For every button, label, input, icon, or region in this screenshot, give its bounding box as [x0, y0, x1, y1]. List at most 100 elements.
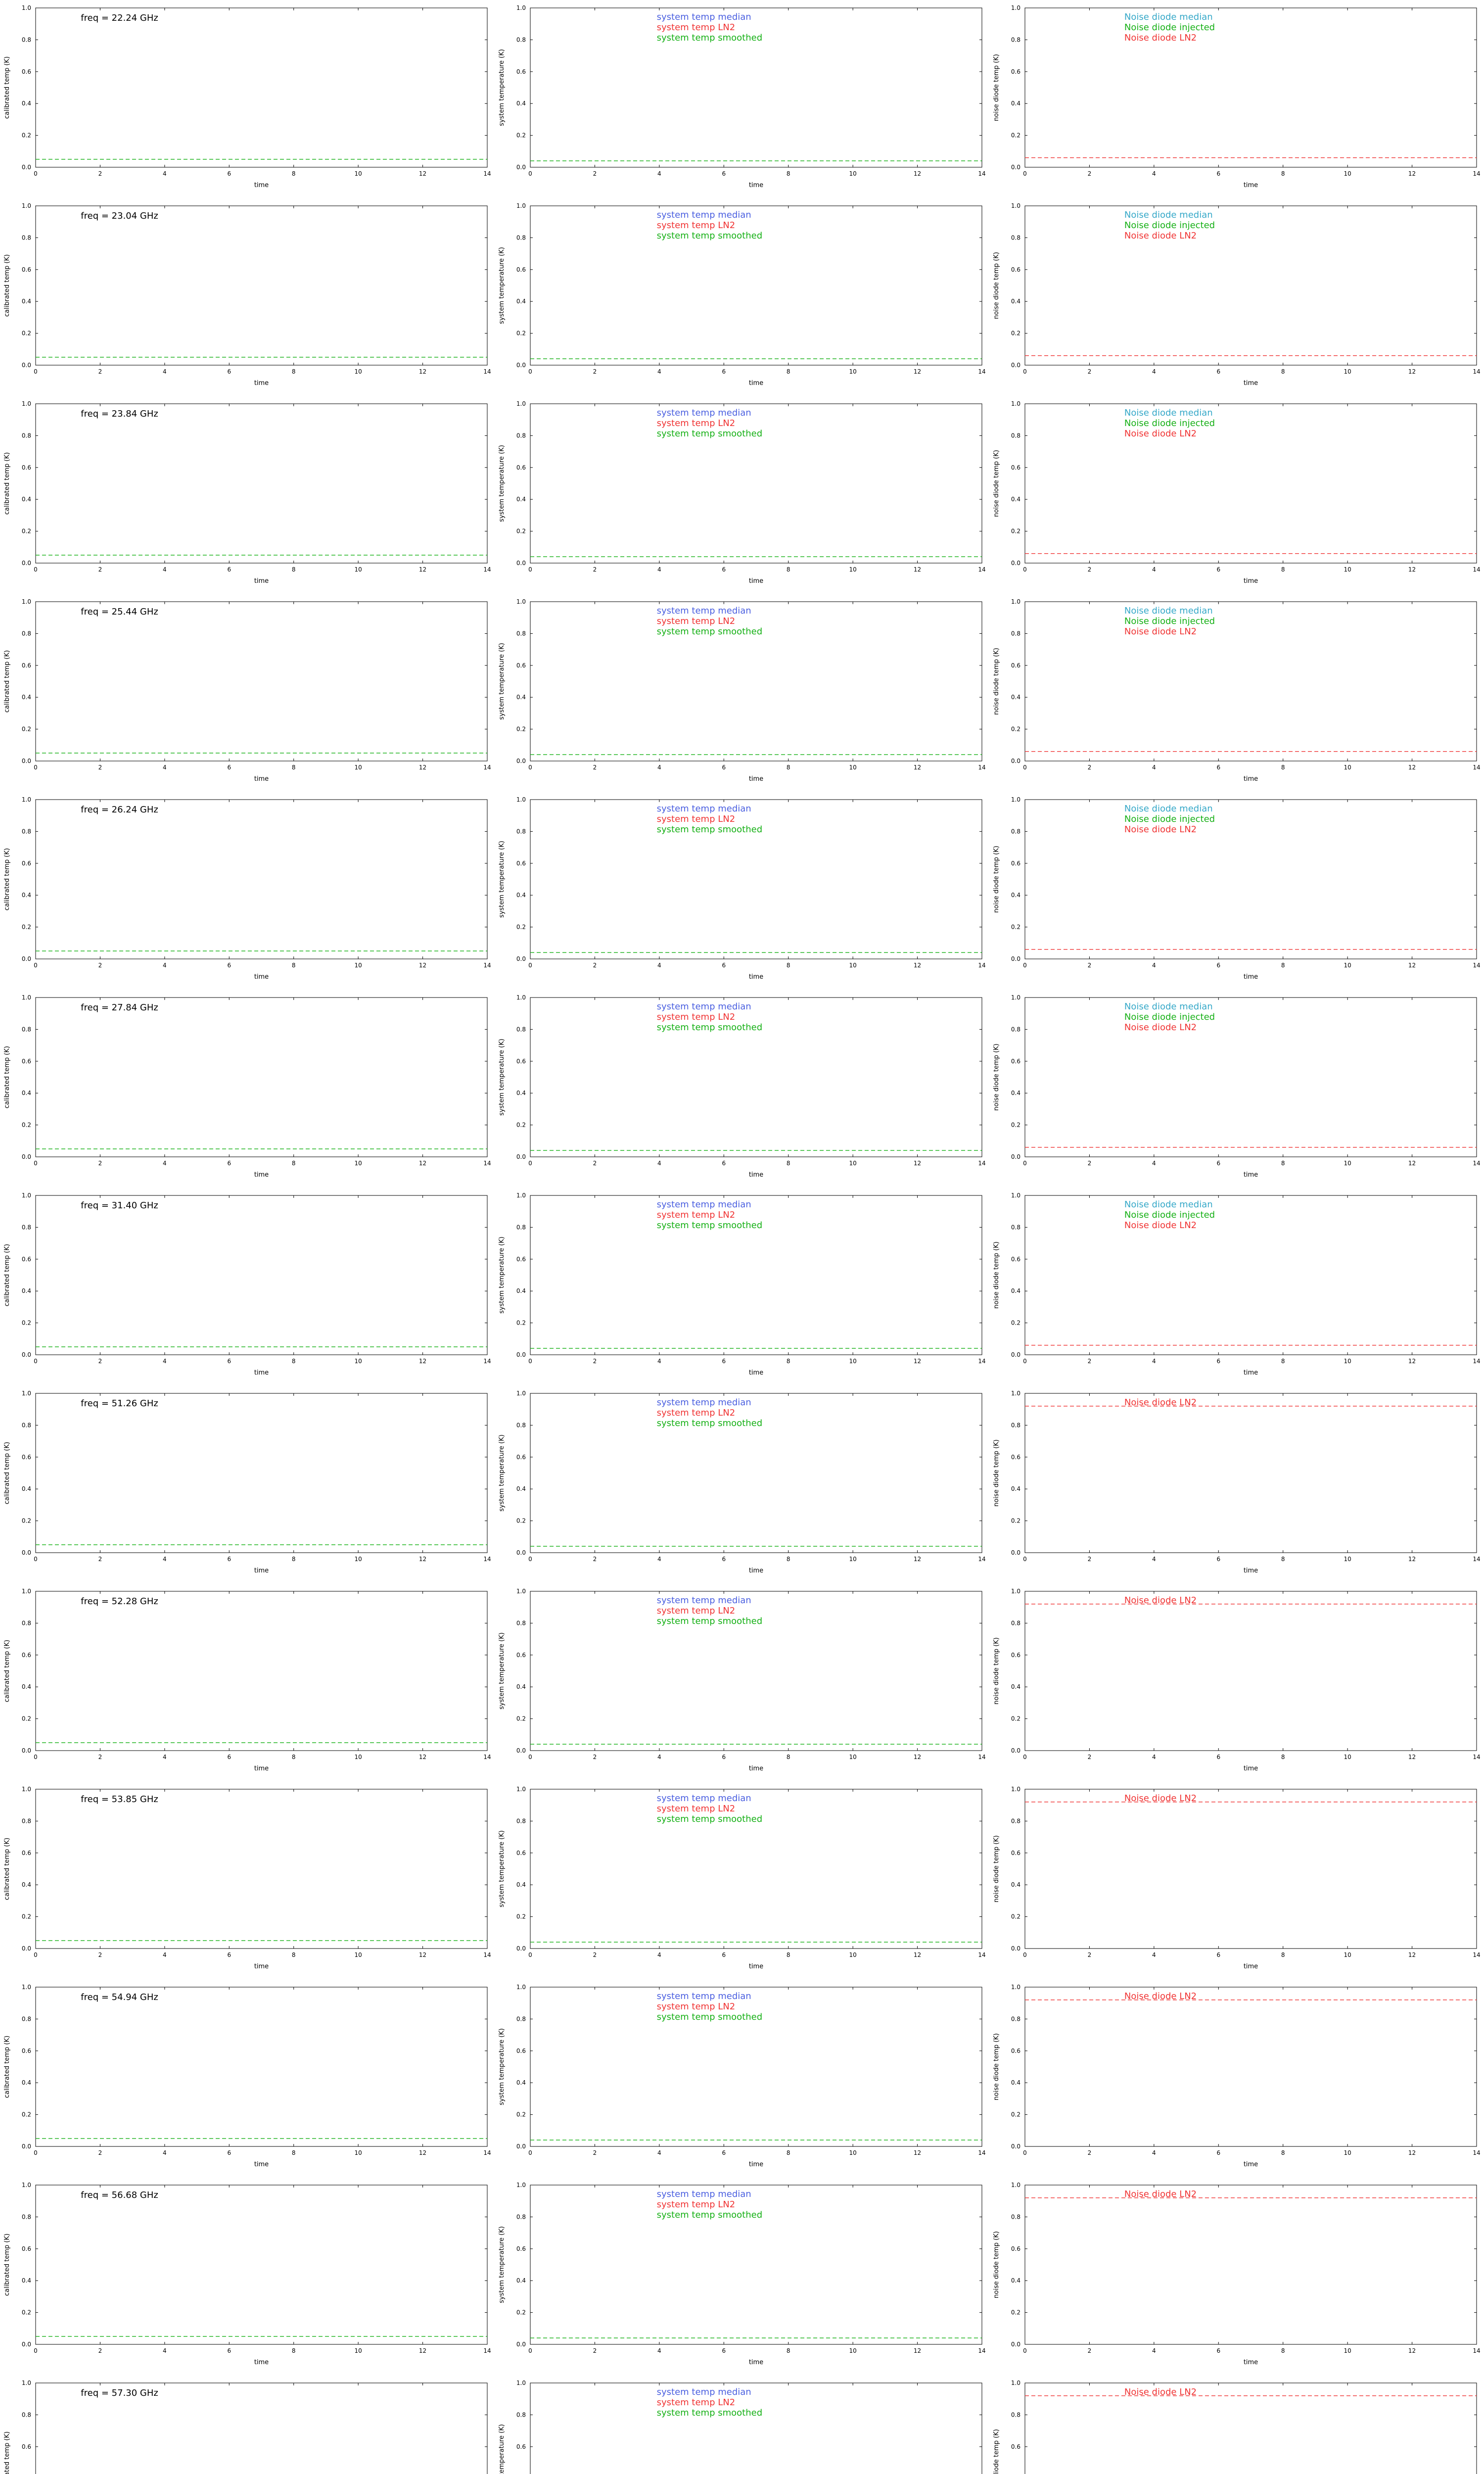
freq-label: freq = 53.85 GHz [81, 1794, 158, 1805]
y-axis-label: system temperature (K) [498, 445, 506, 522]
x-tick-label: 2 [593, 764, 597, 771]
x-tick-label: 12 [914, 566, 921, 573]
panel-noise-diode: 0 2 4 6 8 10 12 14 0.0 0.2 0.4 0.6 0.8 1.0 time noise d… [993, 994, 1481, 1179]
x-tick-label: 0 [1023, 764, 1027, 771]
x-tick-label: 0 [34, 170, 38, 177]
plot-frame [35, 1987, 488, 2147]
x-tick-label: 4 [657, 1358, 661, 1365]
x-tick-label: 0 [528, 566, 532, 573]
legend-entry: system temp median [657, 2189, 751, 2199]
plot-frame [530, 1789, 982, 1949]
panel-calibrated-temp: 0 2 4 6 8 10 12 14 0.0 0.2 0.4 0.6 0.8 1.0 time calibra… [3, 1390, 491, 1574]
y-tick-label: 0.0 [1011, 164, 1020, 171]
y-tick-label: 0.6 [516, 1850, 526, 1856]
x-tick-label: 12 [914, 1160, 921, 1167]
x-tick-label: 8 [1281, 1754, 1285, 1760]
x-tick-label: 8 [1281, 170, 1285, 177]
x-tick-label: 4 [163, 2347, 167, 2354]
freq-label: freq = 52.28 GHz [81, 1596, 158, 1607]
y-tick-label: 0.6 [516, 1652, 526, 1659]
y-tick-label: 0.8 [1011, 630, 1020, 637]
y-tick-label: 0.6 [1011, 1454, 1020, 1461]
x-axis-label: time [1244, 577, 1258, 585]
y-tick-label: 0.8 [516, 1817, 526, 1824]
x-tick-label: 10 [355, 2347, 362, 2354]
legend-entry: Noise diode LN2 [1124, 1022, 1197, 1033]
legend-entry: system temp median [657, 210, 751, 220]
plot-frame [35, 205, 488, 366]
x-axis-label: time [749, 182, 763, 189]
legend-entry: system temp LN2 [657, 1804, 736, 1814]
legend-entry: Noise diode LN2 [1124, 824, 1197, 835]
legend-entry: Noise diode median [1124, 606, 1213, 616]
y-tick-label: 0.2 [22, 528, 31, 535]
legend-entry: system temp smoothed [657, 824, 763, 835]
legend-entry: Noise diode LN2 [1124, 231, 1197, 241]
x-axis-label: time [254, 1369, 269, 1377]
x-tick-label: 8 [787, 1754, 790, 1760]
y-tick-label: 0.6 [22, 860, 31, 867]
x-tick-label: 14 [1473, 170, 1480, 177]
x-tick-label: 2 [1088, 1951, 1092, 1958]
y-tick-label: 0.4 [22, 1287, 31, 1294]
y-tick-label: 1.0 [22, 2379, 31, 2386]
x-tick-label: 0 [1023, 1556, 1027, 1563]
y-tick-label: 0.0 [516, 362, 526, 369]
x-tick-label: 12 [419, 170, 426, 177]
y-tick-label: 0.6 [22, 1454, 31, 1461]
y-tick-label: 0.2 [516, 1320, 526, 1327]
panel-noise-diode: 0 2 4 6 8 10 12 14 0.0 0.2 0.4 0.6 0.8 1.0 time noise d… [993, 598, 1481, 783]
legend-entry: system temp median [657, 606, 751, 616]
x-tick-label: 8 [292, 566, 296, 573]
legend-entry: Noise diode injected [1124, 1210, 1215, 1220]
freq-label: freq = 23.04 GHz [81, 211, 158, 221]
x-axis-label: time [1244, 1369, 1258, 1377]
x-tick-label: 2 [1088, 1754, 1092, 1760]
y-tick-label: 0.8 [516, 1224, 526, 1231]
y-tick-label: 1.0 [516, 598, 526, 605]
y-tick-label: 0.2 [516, 1122, 526, 1129]
y-tick-label: 0.8 [1011, 1817, 1020, 1824]
plot-frame [1024, 997, 1477, 1157]
x-tick-label: 12 [419, 2149, 426, 2156]
x-tick-label: 14 [1473, 2149, 1480, 2156]
y-tick-label: 1.0 [1011, 598, 1020, 605]
y-tick-label: 0.4 [1011, 1090, 1020, 1096]
x-axis-label: time [254, 380, 269, 387]
y-axis-label: system temperature (K) [498, 2028, 506, 2105]
x-tick-label: 12 [419, 1160, 426, 1167]
x-tick-label: 6 [722, 170, 726, 177]
x-axis-label: time [749, 973, 763, 981]
x-tick-label: 6 [1216, 170, 1220, 177]
x-tick-label: 6 [1216, 2347, 1220, 2354]
y-axis-label: noise diode temp (K) [993, 2429, 1000, 2474]
x-tick-label: 10 [1344, 764, 1351, 771]
x-tick-label: 10 [355, 1951, 362, 1958]
y-tick-label: 0.6 [516, 2245, 526, 2252]
x-tick-label: 6 [1216, 2149, 1220, 2156]
legend-entry: system temp median [657, 1199, 751, 1210]
y-tick-label: 1.0 [1011, 1588, 1020, 1595]
y-tick-label: 0.8 [22, 1224, 31, 1231]
x-tick-label: 12 [419, 1754, 426, 1760]
y-tick-label: 0.0 [22, 955, 31, 962]
x-tick-label: 8 [292, 1951, 296, 1958]
y-tick-label: 0.8 [22, 1817, 31, 1824]
x-axis-label: time [254, 1171, 269, 1179]
x-tick-label: 14 [978, 1754, 985, 1760]
x-tick-label: 4 [1152, 368, 1156, 375]
x-tick-label: 4 [1152, 1556, 1156, 1563]
y-tick-label: 0.6 [1011, 2047, 1020, 2054]
x-tick-label: 0 [528, 1556, 532, 1563]
y-tick-label: 0.2 [1011, 1320, 1020, 1327]
x-tick-label: 8 [1281, 1951, 1285, 1958]
y-tick-label: 0.6 [516, 1454, 526, 1461]
x-tick-label: 10 [1344, 566, 1351, 573]
x-tick-label: 6 [227, 962, 231, 969]
x-tick-label: 10 [355, 566, 362, 573]
y-tick-label: 0.6 [1011, 1256, 1020, 1263]
legend-entry: system temp LN2 [657, 1012, 736, 1022]
x-tick-label: 2 [98, 2149, 102, 2156]
y-tick-label: 0.6 [1011, 1850, 1020, 1856]
x-tick-label: 12 [1408, 368, 1416, 375]
